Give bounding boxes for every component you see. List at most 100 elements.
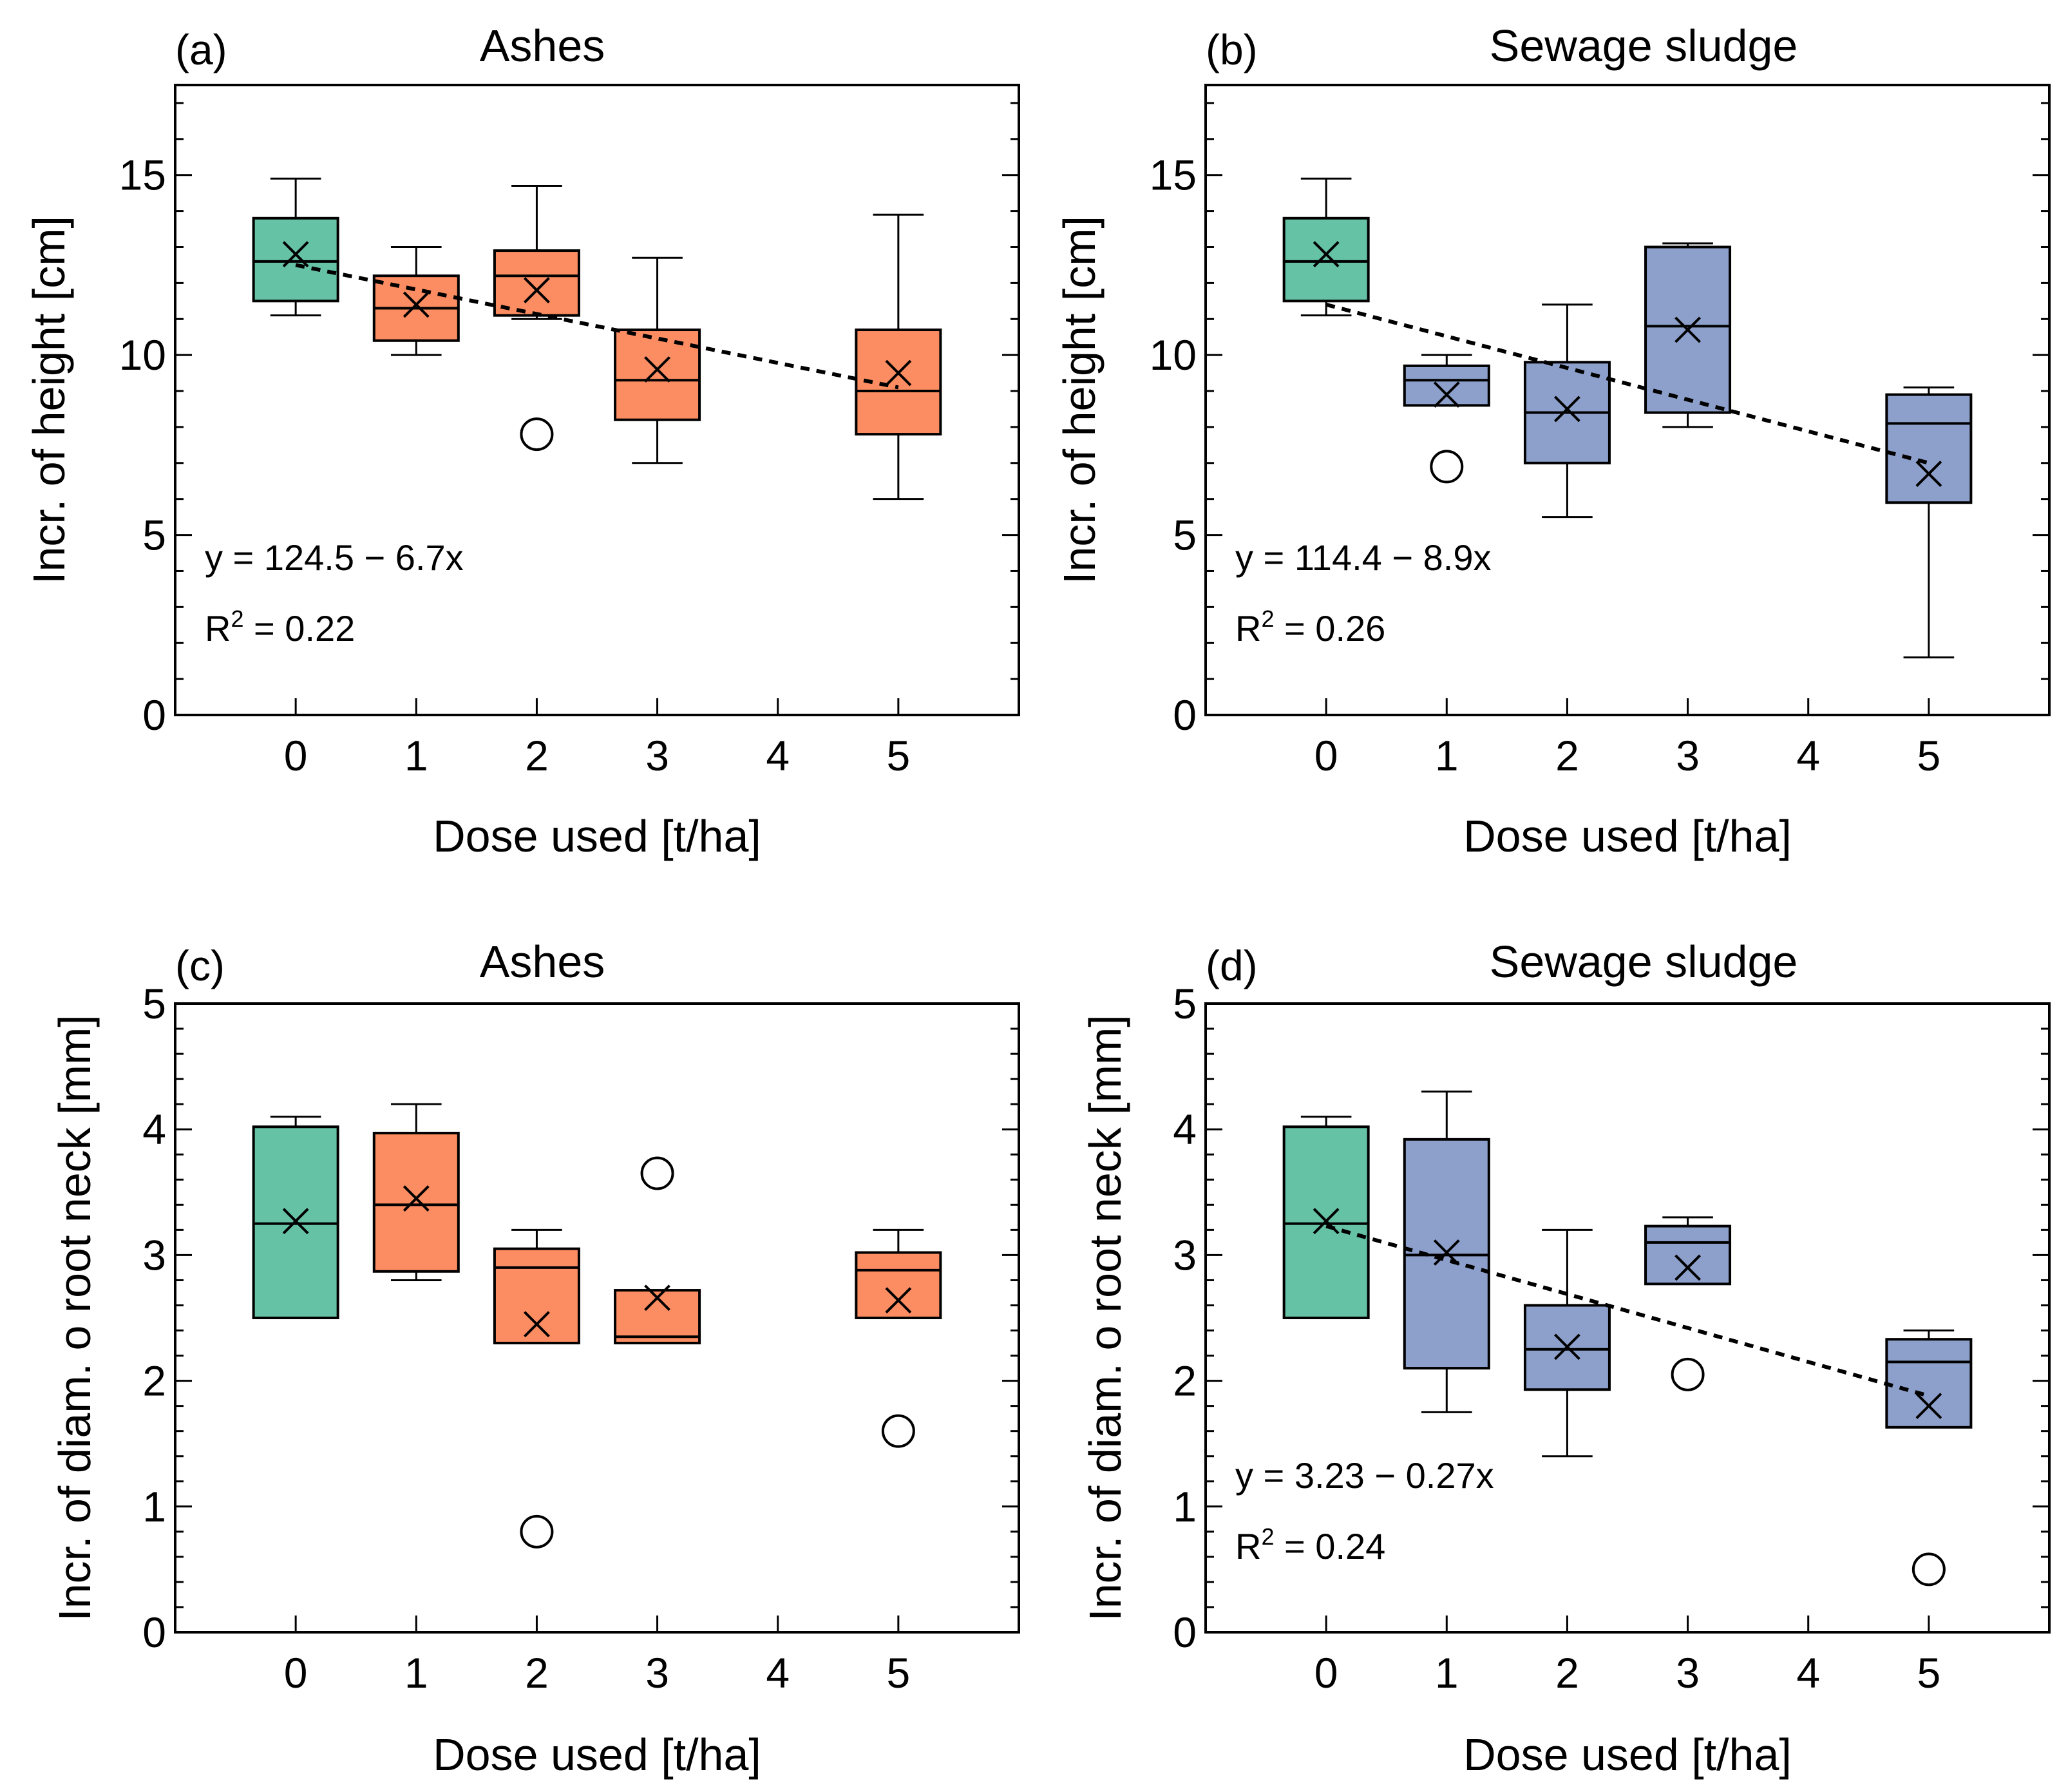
box-group-dose-0 [252, 177, 339, 317]
mean-marker [1674, 1254, 1701, 1281]
y-tick-label: 0 [1173, 1608, 1197, 1656]
box-iqr [855, 1251, 942, 1319]
panel-letter: (a) [175, 26, 227, 73]
x-tick-label: 1 [404, 1649, 428, 1697]
box-group-dose-5 [1885, 386, 1973, 659]
r-squared-label: R [1235, 608, 1261, 649]
box-group-dose-3 [1644, 1216, 1732, 1391]
mean-marker [1433, 381, 1460, 408]
panel-d: (d) Sewage sludge 0 1 2 3 4 5 0 1 2 3 4 5 Dose used… [1080, 937, 2051, 1780]
y-tick-label: 5 [1173, 511, 1197, 559]
box-group-dose-2 [493, 184, 580, 452]
y-tick-label: 10 [119, 331, 166, 379]
x-tick-label: 3 [645, 1649, 669, 1697]
outlier-point [520, 417, 554, 452]
r-squared-value: = 0.24 [1274, 1526, 1385, 1567]
panel-letter: (d) [1206, 942, 1258, 989]
plot-area: 0 1 2 3 4 5 0 1 2 3 4 5 [1173, 980, 2049, 1697]
box-iqr [493, 1247, 580, 1345]
box-group-dose-1 [1403, 1091, 1490, 1413]
mean-marker [282, 241, 309, 268]
box-group-dose-2 [493, 1228, 580, 1549]
y-tick-label: 4 [142, 1105, 166, 1153]
plot-area: 0 1 2 3 4 5 0 1 2 3 4 5 [142, 980, 1019, 1697]
mean-marker [1915, 461, 1942, 487]
y-tick-label: 5 [142, 980, 166, 1027]
y-axis-label: Incr. of height [cm] [1054, 216, 1105, 584]
box-group-dose-3 [614, 256, 701, 464]
x-tick-label: 5 [1917, 732, 1940, 779]
mean-marker [1433, 1239, 1460, 1266]
r-squared-value: = 0.26 [1274, 608, 1385, 649]
r-squared-label: R [1235, 1526, 1261, 1567]
y-tick-label: 0 [142, 1608, 166, 1656]
box-iqr [372, 1132, 460, 1273]
y-tick-label: 0 [142, 691, 166, 739]
y-tick-label: 5 [142, 511, 166, 559]
x-tick-label: 1 [404, 732, 428, 779]
x-axis-label: Dose used [t/ha] [433, 1730, 761, 1780]
x-tick-label: 4 [766, 732, 790, 779]
mean-marker [524, 1311, 550, 1338]
x-axis-label: Dose used [t/ha] [1463, 811, 1792, 861]
outlier-point [520, 1514, 554, 1549]
r-squared-label: R [205, 608, 231, 649]
box-iqr [1885, 1338, 1973, 1429]
y-tick-label: 5 [1173, 980, 1197, 1027]
panel-letter: (b) [1206, 26, 1258, 73]
trend-line [1325, 1224, 1930, 1398]
x-tick-label: 2 [525, 1649, 549, 1697]
x-tick-label: 2 [1555, 1649, 1579, 1697]
y-tick-label: 15 [1150, 151, 1197, 199]
mean-marker [1674, 316, 1701, 343]
y-tick-label: 4 [1173, 1105, 1197, 1153]
mean-marker [403, 291, 430, 318]
box-group-dose-0 [1282, 177, 1370, 317]
r-squared: R2 = 0.24 [1235, 1523, 1385, 1567]
x-tick-label: 5 [886, 1649, 910, 1697]
y-tick-label: 2 [1173, 1357, 1197, 1405]
box-group-dose-1 [372, 245, 460, 356]
box-iqr [493, 249, 580, 317]
box-group-dose-3 [614, 1156, 701, 1345]
x-tick-label: 3 [645, 732, 669, 779]
mean-marker [644, 1284, 670, 1311]
x-tick-label: 1 [1435, 732, 1459, 779]
r-squared: R2 = 0.22 [205, 605, 355, 649]
x-tick-label: 1 [1435, 1649, 1459, 1697]
trend-line [295, 263, 899, 390]
y-axis-label: Incr. of diam. o root neck [mm] [50, 1015, 100, 1621]
box-group-dose-2 [1523, 1228, 1611, 1458]
x-tick-label: 5 [1917, 1649, 1940, 1697]
y-tick-label: 1 [142, 1483, 166, 1530]
plot-area: 0 5 10 15 0 1 2 3 4 5 [119, 102, 1019, 779]
y-axis-label: Incr. of diam. o root neck [mm] [1080, 1015, 1130, 1621]
mean-marker [1313, 1208, 1340, 1235]
mean-marker [644, 356, 670, 383]
mean-marker [885, 359, 912, 386]
plot-frame [174, 84, 1020, 716]
box-iqr [1885, 393, 1973, 504]
panel-title: Ashes [480, 21, 605, 71]
x-tick-label: 0 [284, 732, 308, 779]
box-group-dose-3 [1644, 242, 1732, 428]
regression-equation: y = 124.5 − 6.7x [205, 537, 464, 578]
box-group-dose-1 [372, 1103, 460, 1281]
x-axis-label: Dose used [t/ha] [1463, 1730, 1792, 1780]
outlier-point [640, 1156, 674, 1190]
x-tick-label: 3 [1676, 1649, 1700, 1697]
plot-frame [1204, 84, 2051, 716]
mean-marker [1554, 396, 1580, 423]
x-tick-label: 2 [525, 732, 549, 779]
y-tick-label: 3 [1173, 1231, 1197, 1279]
mean-marker [1915, 1393, 1942, 1420]
box-group-dose-2 [1523, 303, 1611, 519]
x-tick-label: 4 [1796, 732, 1820, 779]
y-tick-label: 1 [1173, 1483, 1197, 1530]
mean-marker [282, 1208, 309, 1235]
x-tick-label: 5 [886, 732, 910, 779]
r-squared-value: = 0.22 [243, 608, 355, 649]
